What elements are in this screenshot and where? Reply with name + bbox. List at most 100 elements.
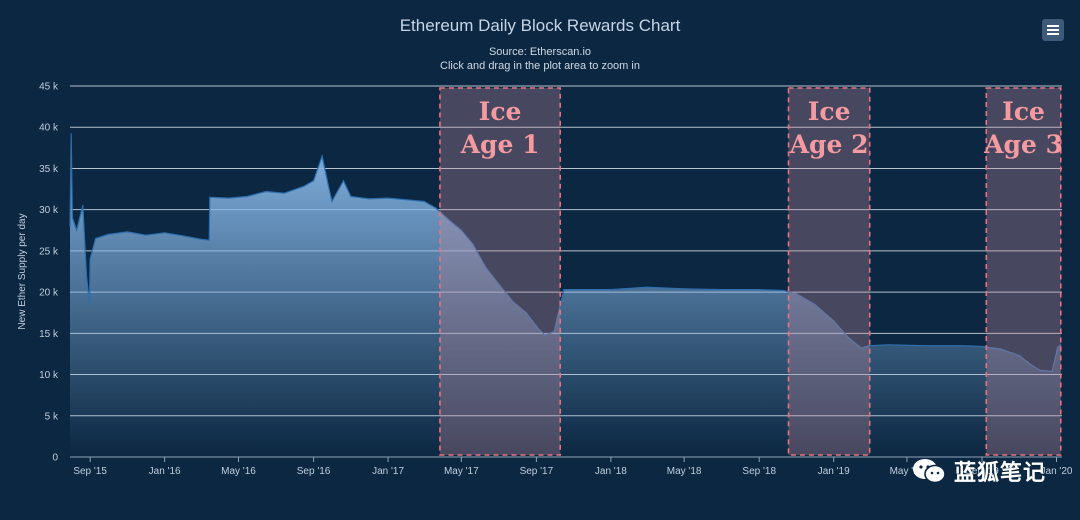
data-point xyxy=(246,195,248,198)
chart-source: Source: Etherscan.io xyxy=(488,46,592,58)
data-point xyxy=(563,289,565,291)
data-point xyxy=(460,229,462,231)
x-tick-label: Sep '19 xyxy=(965,466,999,477)
ice-age-2-annotation: Ice Age 2 xyxy=(787,87,871,456)
y-tick-label: 15 k xyxy=(39,329,59,340)
ice-age-2-label-line1: Ice xyxy=(808,97,851,126)
ice-age-1-label-line2: Age 1 xyxy=(460,130,540,159)
ice-age-3-box xyxy=(985,87,1062,456)
ice-age-2-label-line2: Age 2 xyxy=(789,130,869,159)
data-point xyxy=(182,235,185,237)
data-point xyxy=(646,286,648,288)
ice-age-1-label-line1: Ice xyxy=(479,97,522,126)
y-tick-label: 35 k xyxy=(39,164,59,175)
data-point xyxy=(435,207,437,209)
x-tick-label: Jan '20 xyxy=(1041,466,1073,477)
x-tick-label: Jan '18 xyxy=(595,466,627,477)
ice-age-3-label-line2: Age 3 xyxy=(983,130,1063,159)
data-point xyxy=(209,196,211,198)
data-point xyxy=(387,197,389,199)
data-point xyxy=(368,198,370,200)
watermark: 蓝狐笔记 xyxy=(912,455,1046,487)
data-point xyxy=(1039,369,1041,371)
x-tick-label: Sep '18 xyxy=(742,466,776,477)
data-point xyxy=(85,275,88,277)
data-point xyxy=(795,293,798,295)
data-point xyxy=(107,233,110,235)
ice-age-1-box xyxy=(439,87,562,456)
data-point xyxy=(847,336,849,339)
hamburger-menu-icon xyxy=(1047,29,1059,31)
x-tick-label: Jan '19 xyxy=(818,466,850,477)
data-point xyxy=(610,289,612,291)
series-area xyxy=(70,133,1061,458)
data-point xyxy=(758,289,760,291)
data-point xyxy=(327,184,329,186)
data-point xyxy=(406,199,408,201)
x-tick-label: Sep '16 xyxy=(297,466,331,477)
data-point xyxy=(423,200,425,202)
x-tick-label: Sep '15 xyxy=(73,466,107,477)
data-point xyxy=(868,345,870,347)
data-point xyxy=(145,234,147,236)
data-point xyxy=(208,239,210,241)
data-point xyxy=(164,232,166,234)
data-point xyxy=(200,238,202,240)
y-tick-label: 0 xyxy=(52,453,58,464)
data-point xyxy=(302,186,304,188)
data-point xyxy=(1051,370,1053,372)
data-point xyxy=(82,204,84,207)
ice-age-3-annotation: Ice Age 3 xyxy=(983,87,1063,456)
ice-age-1-annotation: Ice Age 1 xyxy=(439,87,562,456)
hamburger-menu-icon xyxy=(1047,25,1059,27)
data-point xyxy=(1060,344,1062,346)
x-tick-label: May '19 xyxy=(890,466,925,477)
data-point xyxy=(71,217,73,219)
chart-menu-button[interactable] xyxy=(1042,19,1064,41)
hamburger-menu-icon xyxy=(1047,33,1059,35)
y-tick-label: 20 k xyxy=(39,288,59,299)
data-point xyxy=(814,303,816,306)
x-tick-label: Sep '17 xyxy=(520,466,554,477)
chart-zoom-hint: Click and drag in the plot area to zoom … xyxy=(440,60,640,72)
wechat-icon xyxy=(912,459,946,484)
data-point xyxy=(497,283,500,285)
data-point xyxy=(720,289,723,291)
y-tick-label: 5 k xyxy=(45,411,59,422)
data-point xyxy=(1018,355,1020,357)
chart-title: Ethereum Daily Block Rewards Chart xyxy=(399,16,681,35)
y-axis-title: New Ether Supply per day xyxy=(17,213,28,329)
x-tick-label: Jan '17 xyxy=(372,466,404,477)
data-point xyxy=(228,197,230,199)
data-point xyxy=(265,190,267,193)
data-point xyxy=(1030,364,1032,366)
data-point xyxy=(69,225,71,227)
data-point xyxy=(538,328,540,330)
data-point xyxy=(313,180,315,182)
data-point xyxy=(350,195,352,198)
data-point xyxy=(283,192,285,194)
x-tick-label: Jan '16 xyxy=(149,466,181,477)
x-tick-label: May '18 xyxy=(667,466,702,477)
data-point xyxy=(485,266,487,268)
data-point xyxy=(999,348,1001,350)
data-point xyxy=(925,345,927,347)
data-point xyxy=(331,200,333,202)
data-point xyxy=(447,219,450,221)
data-point xyxy=(88,303,91,306)
data-point xyxy=(76,229,78,231)
y-tick-label: 10 k xyxy=(39,370,59,381)
data-point xyxy=(70,133,72,135)
data-point xyxy=(342,180,345,182)
watermark-text: 蓝狐笔记 xyxy=(953,461,1046,486)
data-point xyxy=(860,347,862,349)
data-point xyxy=(962,345,964,347)
y-tick-label: 45 k xyxy=(39,82,59,93)
data-point xyxy=(1057,346,1059,348)
data-point xyxy=(95,237,97,240)
data-point xyxy=(472,243,474,245)
y-tick-label: 25 k xyxy=(39,246,59,257)
data-point xyxy=(525,312,527,314)
